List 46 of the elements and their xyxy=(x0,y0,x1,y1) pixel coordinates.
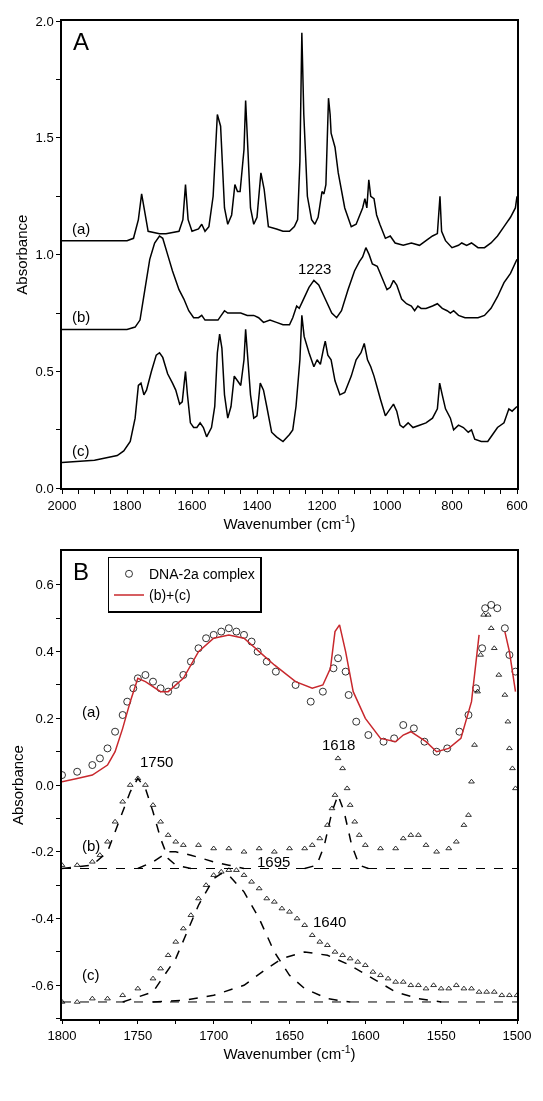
y-tick-label: -0.2 xyxy=(31,844,54,860)
x-tick-label: 1750 xyxy=(123,1028,153,1044)
x-tick-label: 1400 xyxy=(242,497,272,513)
x-tick-label: 1550 xyxy=(426,1028,456,1044)
annotation: 1223 xyxy=(298,260,332,277)
y-tick-label: -0.6 xyxy=(31,977,54,993)
y-tick-label: 1.5 xyxy=(35,130,54,146)
x-tick-label: 1600 xyxy=(177,497,207,513)
x-tick-label: 1500 xyxy=(502,1028,532,1044)
y-tick-label: 0.6 xyxy=(35,577,54,593)
series-label: (c) xyxy=(72,442,90,459)
annotation: B xyxy=(73,558,90,585)
y-tick-label: 0.2 xyxy=(35,710,54,726)
annotation: (a) xyxy=(82,703,101,720)
y-axis-title: Absorbance xyxy=(8,745,26,826)
y-tick-label: 0.4 xyxy=(35,644,54,660)
annotation: 1618 xyxy=(322,736,356,753)
y-tick-label: -0.4 xyxy=(31,911,54,927)
y-tick-label: 0.5 xyxy=(35,364,54,379)
x-tick-label: 1800 xyxy=(112,497,142,513)
annotation: A xyxy=(73,28,90,55)
annotation: 1750 xyxy=(140,753,174,770)
x-tick-label: 1000 xyxy=(372,497,402,513)
x-tick-label: 1600 xyxy=(350,1028,380,1044)
annotation: 1640 xyxy=(313,913,347,930)
x-axis-title: Wavenumber (cm$^{-1}$) xyxy=(223,1043,356,1063)
y-tick-label: 0.0 xyxy=(35,480,54,496)
x-tick-label: 1700 xyxy=(199,1028,229,1044)
annotation: (c) xyxy=(82,966,100,983)
annotation: 1695 xyxy=(257,853,291,870)
series-label: (b) xyxy=(72,308,91,325)
y-tick-label: 1.0 xyxy=(35,247,54,263)
y-axis-title: Absorbance xyxy=(13,214,31,295)
annotation: (b) xyxy=(82,837,101,854)
y-tick-label: 2.0 xyxy=(35,13,54,29)
x-tick-label: 1650 xyxy=(275,1028,304,1044)
x-axis-title: Wavenumber (cm$^{-1}$) xyxy=(223,512,356,532)
x-tick-label: 2000 xyxy=(47,497,77,513)
x-tick-label: 800 xyxy=(441,497,463,513)
legend-label: DNA-2a complex xyxy=(149,566,255,583)
y-tick-label: 0.0 xyxy=(35,777,54,793)
x-tick-label: 1200 xyxy=(307,497,337,513)
legend-label: (b)+(c) xyxy=(149,587,191,604)
x-tick-label: 1800 xyxy=(47,1028,77,1044)
series-label: (a) xyxy=(72,220,91,237)
x-tick-label: 600 xyxy=(506,497,528,513)
